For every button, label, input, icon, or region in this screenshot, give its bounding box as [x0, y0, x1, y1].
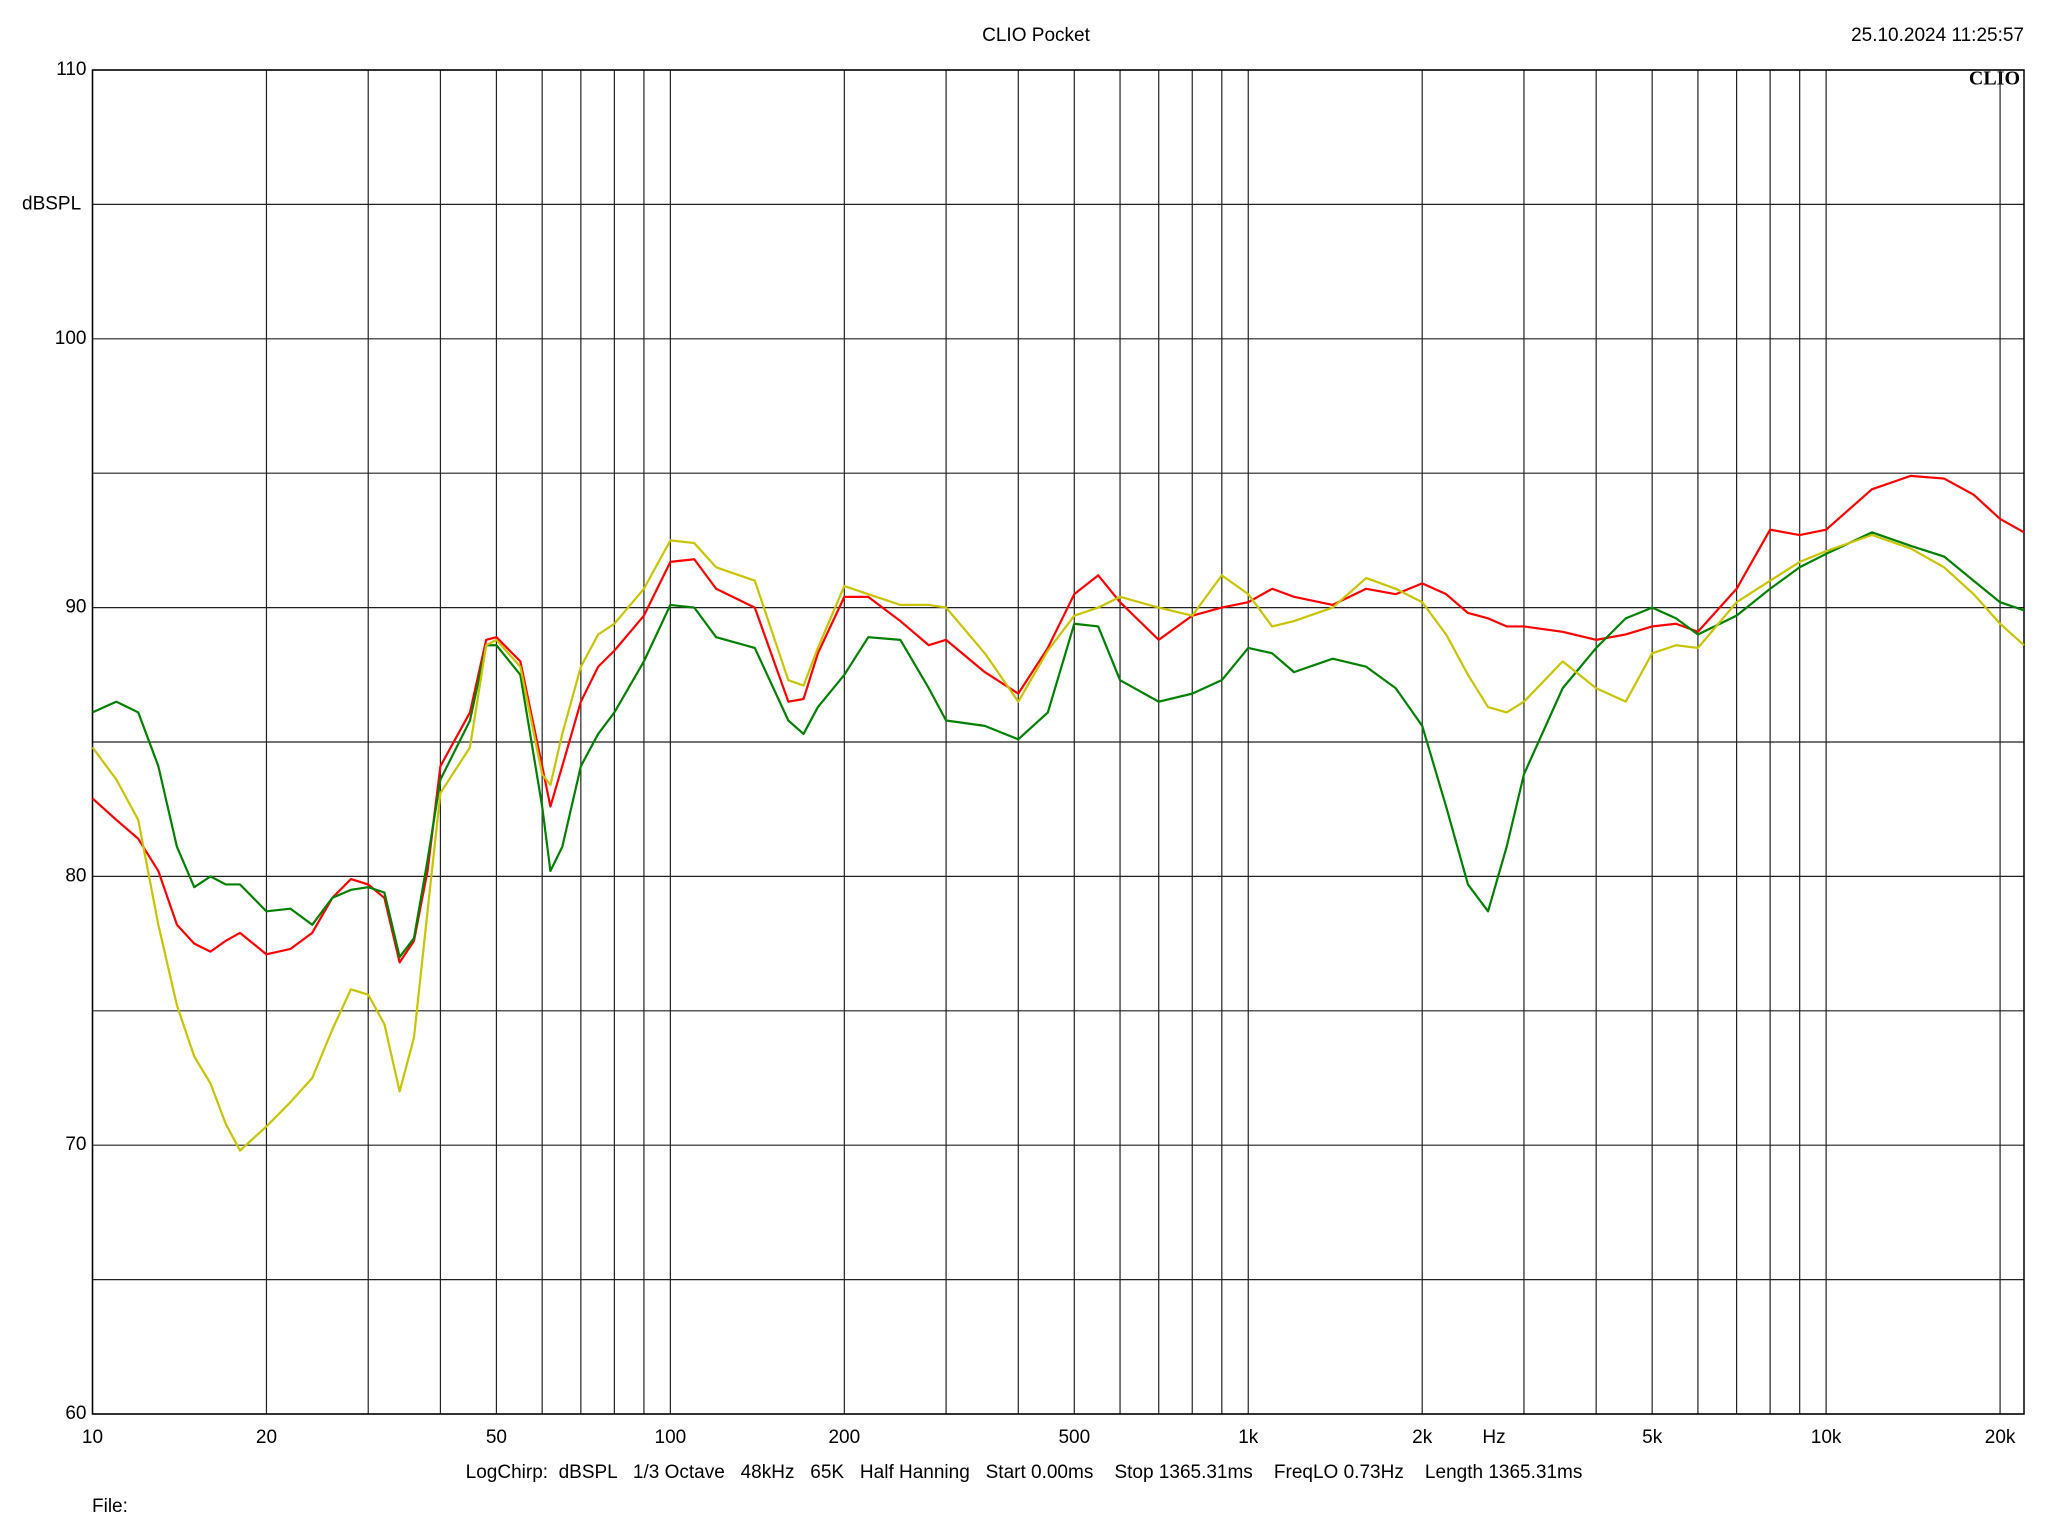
- timestamp: 25.10.2024 11:25:57: [1851, 25, 2024, 46]
- plot-frame: [91, 69, 2025, 1415]
- logo: CLIO: [1969, 68, 2020, 90]
- x-axis-label: Hz: [1482, 1427, 1505, 1448]
- y-tick-label: 100: [55, 328, 87, 349]
- x-tick-label: 500: [1058, 1427, 1090, 1448]
- y-tick-label: 90: [65, 597, 86, 618]
- x-tick-label: 20k: [1985, 1427, 2016, 1448]
- response-curve: [91, 533, 2025, 1152]
- y-tick-label: 110: [56, 59, 86, 80]
- response-curve: [92, 531, 2025, 959]
- x-tick-label: 1k: [1238, 1427, 1259, 1448]
- x-tick-label: 200: [828, 1427, 860, 1448]
- y-tick-label: 70: [65, 1134, 86, 1155]
- chart-title: CLIO Pocket: [982, 25, 1090, 46]
- y-axis-label: dBSPL: [22, 193, 81, 214]
- x-tick-label: 100: [655, 1427, 687, 1448]
- y-tick-label: 60: [65, 1403, 86, 1424]
- x-tick-label: 50: [486, 1427, 507, 1448]
- x-tick-label: 10: [82, 1427, 103, 1448]
- x-tick-label: 5k: [1642, 1427, 1663, 1448]
- x-tick-label: 10k: [1811, 1427, 1842, 1448]
- x-tick-label: 2k: [1412, 1427, 1433, 1448]
- file-label: File:: [92, 1496, 128, 1517]
- footer: LogChirp: dBSPL 1/3 Octave 48kHz 65K Hal…: [466, 1462, 1583, 1483]
- response-curve: [91, 474, 2025, 964]
- x-tick-label: 20: [256, 1427, 277, 1448]
- y-tick-label: 80: [65, 865, 86, 886]
